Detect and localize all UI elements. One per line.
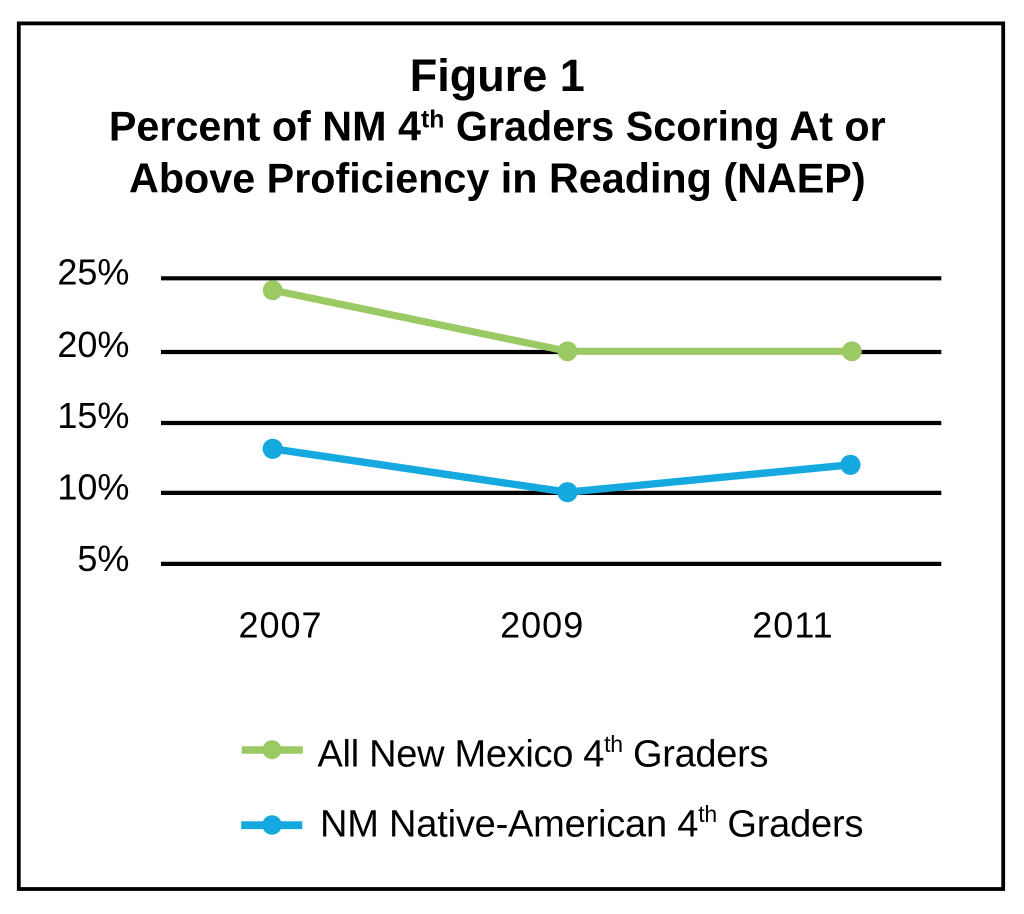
- svg-text:15%: 15%: [57, 395, 129, 436]
- svg-text:20%: 20%: [57, 324, 129, 365]
- svg-text:10%: 10%: [57, 466, 129, 507]
- svg-text:2009: 2009: [500, 605, 584, 646]
- svg-text:All New Mexico 4th Graders: All New Mexico 4th Graders: [318, 731, 769, 776]
- svg-text:25%: 25%: [57, 252, 129, 293]
- svg-text:2011: 2011: [752, 605, 833, 646]
- svg-text:NM Native-American 4th Graders: NM Native-American 4th Graders: [320, 801, 863, 846]
- svg-text:Figure 1: Figure 1: [410, 50, 585, 101]
- svg-text:Percent of NM 4th Graders Scor: Percent of NM 4th Graders Scoring At or: [109, 104, 886, 150]
- svg-text:Above Proficiency in Reading (: Above Proficiency in Reading (NAEP): [129, 155, 866, 201]
- svg-text:5%: 5%: [77, 538, 129, 579]
- svg-text:2007: 2007: [238, 605, 322, 646]
